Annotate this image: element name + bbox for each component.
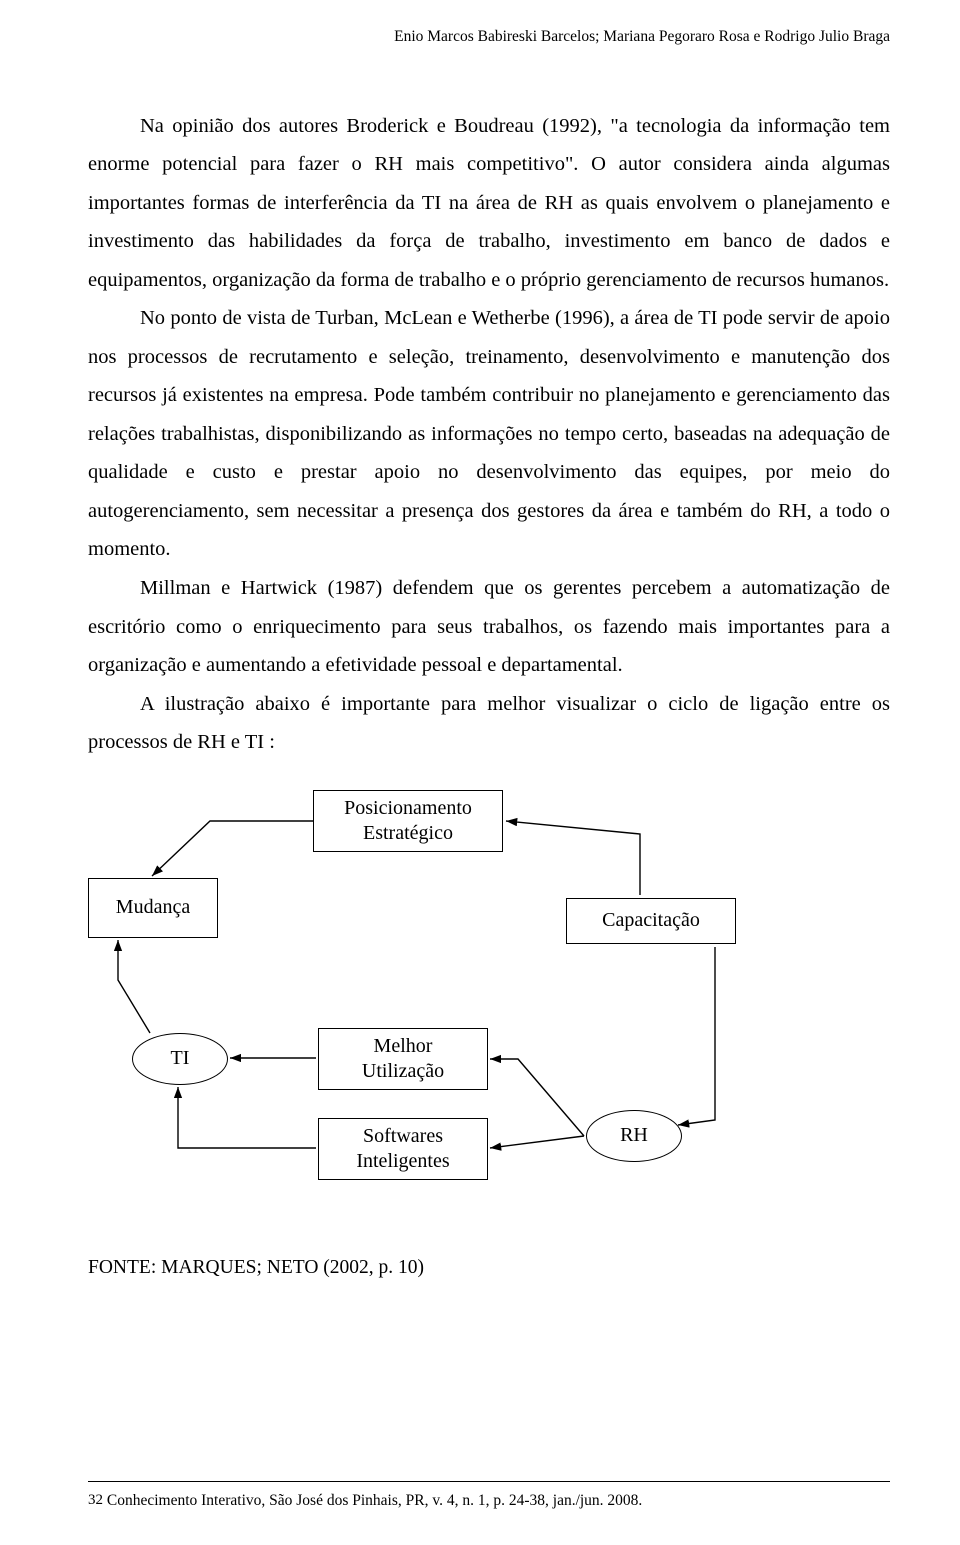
diagram-edge-ti-mudanca — [118, 940, 150, 1033]
page-footer: 32 Conhecimento Interativo, São José dos… — [88, 1481, 890, 1515]
footer-journal: Conhecimento Interativo, São José dos Pi… — [107, 1492, 642, 1509]
diagram-edge-capac-rh — [678, 947, 715, 1125]
paragraph-2: No ponto de vista de Turban, McLean e We… — [88, 299, 890, 569]
process-cycle-diagram: MudançaPosicionamentoEstratégicoCapacita… — [88, 790, 868, 1210]
paragraph-3: Millman e Hartwick (1987) defendem que o… — [88, 569, 890, 685]
paragraph-1: Na opinião dos autores Broderick e Boudr… — [88, 107, 890, 300]
diagram-source: FONTE: MARQUES; NETO (2002, p. 10) — [88, 1250, 890, 1287]
diagram-edge-rh-soft — [490, 1136, 584, 1148]
diagram-edge-capac-posic — [506, 821, 640, 895]
page-number: 32 — [88, 1492, 103, 1508]
diagram-edges — [88, 790, 868, 1210]
diagram-edge-rh-melhor — [490, 1059, 584, 1136]
header-authors: Enio Marcos Babireski Barcelos; Mariana … — [394, 28, 890, 45]
paragraph-4: A ilustração abaixo é importante para me… — [88, 685, 890, 762]
diagram-edge-soft-ti — [178, 1087, 316, 1148]
diagram-edge-posic-mudanca — [152, 821, 313, 876]
footer-rule — [88, 1481, 890, 1482]
page-header: Enio Marcos Babireski Barcelos; Mariana … — [88, 28, 890, 47]
